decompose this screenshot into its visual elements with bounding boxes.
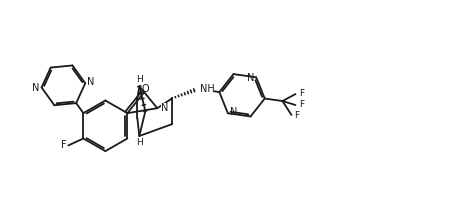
Text: F: F — [299, 89, 305, 98]
Text: F: F — [299, 100, 305, 109]
Text: N: N — [247, 73, 254, 83]
Text: F: F — [294, 111, 300, 120]
Text: F: F — [61, 140, 66, 150]
Text: N: N — [87, 77, 94, 87]
Text: N: N — [161, 103, 169, 113]
Text: O: O — [141, 84, 149, 94]
Text: H: H — [136, 138, 143, 148]
Text: N: N — [32, 83, 40, 93]
Text: NH: NH — [200, 84, 215, 94]
Text: N: N — [230, 107, 237, 117]
Text: H: H — [136, 75, 143, 84]
